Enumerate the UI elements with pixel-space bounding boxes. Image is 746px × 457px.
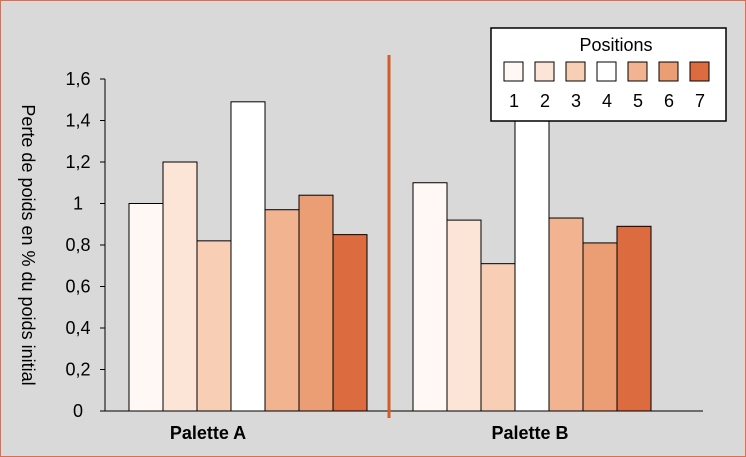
y-tick-label: 1,6 [65,69,90,89]
legend-swatch-7 [689,61,710,82]
bar-position-2-palette-a [162,161,198,412]
legend-swatch-6 [658,61,679,82]
y-tick-label: 0,8 [65,235,90,255]
bar-position-3-palette-a [196,240,232,412]
y-tick-label: 1,2 [65,152,90,172]
bar-position-5-palette-b [548,217,584,412]
legend-swatch-4 [596,61,617,82]
y-tick-label: 1,4 [65,111,90,131]
legend-swatch-2 [534,61,555,82]
bar-position-2-palette-b [446,219,482,412]
legend-title: Positions [579,35,652,55]
legend-label-6: 6 [664,91,674,111]
legend-label-4: 4 [602,91,612,111]
bar-position-6-palette-b [582,242,618,412]
category-label-palette-b: Palette B [491,423,568,443]
bar-position-4-palette-b [514,120,550,412]
legend-label-5: 5 [633,91,643,111]
bar-position-5-palette-a [264,209,300,412]
y-tick-labels: 0 0,2 0,4 0,6 0,8 1 1,2 1,4 1,6 [65,69,90,421]
legend-label-3: 3 [571,91,581,111]
bar-position-4-palette-a [230,101,266,412]
bar-position-6-palette-a [298,194,334,412]
bar-position-7-palette-a [332,234,368,412]
category-label-palette-a: Palette A [170,423,246,443]
bar-position-3-palette-b [480,263,516,412]
y-tick-label: 0 [73,401,83,421]
y-tick-label: 0,2 [65,360,90,380]
y-axis [100,78,106,412]
legend-label-7: 7 [695,91,705,111]
legend-swatch-3 [565,61,586,82]
legend-swatch-1 [503,61,524,82]
legend: Positions 1 2 3 4 5 6 7 [490,27,727,122]
y-tick-label: 0,4 [65,318,90,338]
legend-items: 1 2 3 4 5 6 7 [503,61,710,111]
y-tick-label: 0,6 [65,277,90,297]
legend-swatch-5 [627,61,648,82]
y-axis-label: Perte de poids en % du poids initial [18,104,38,385]
bars [128,101,652,412]
bar-position-1-palette-b [412,182,448,412]
legend-label-2: 2 [540,91,550,111]
bar-position-1-palette-a [128,203,164,412]
bar-position-7-palette-b [616,225,652,412]
legend-label-1: 1 [509,91,519,111]
y-tick-label: 1 [73,194,83,214]
